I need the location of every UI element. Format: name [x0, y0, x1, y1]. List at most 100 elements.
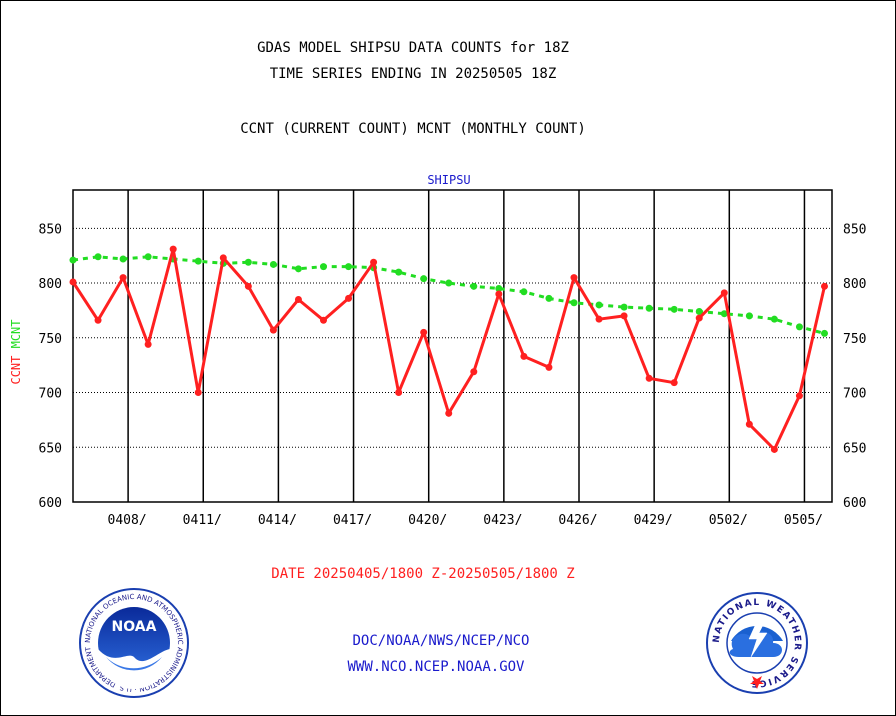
data-point-mcnt — [670, 305, 678, 313]
data-point-ccnt — [144, 340, 152, 348]
data-point-ccnt — [770, 445, 778, 453]
data-point-ccnt — [370, 258, 378, 266]
x-tick-label: 0429/ — [634, 513, 673, 528]
data-point-mcnt — [820, 329, 828, 337]
data-point-mcnt — [395, 268, 403, 276]
data-point-ccnt — [119, 274, 127, 282]
data-point-ccnt — [445, 409, 453, 417]
data-point-ccnt — [319, 316, 327, 324]
title-line-2: TIME SERIES ENDING IN 20250505 18Z — [270, 66, 557, 82]
data-point-ccnt — [820, 282, 828, 290]
plot-area: 600 600 650 650 700 700 750 750 800 800 850 850 0408… — [39, 189, 866, 528]
data-point-mcnt — [745, 312, 753, 320]
data-point-mcnt — [620, 303, 628, 311]
y-tick-label-right: 800 — [843, 277, 866, 292]
data-point-mcnt — [194, 257, 202, 265]
x-tick-label: 0423/ — [483, 513, 522, 528]
x-tick-label: 0414/ — [258, 513, 297, 528]
data-point-ccnt — [69, 278, 77, 286]
nws-lightning-icon — [748, 616, 768, 658]
x-tick-label: 0408/ — [108, 513, 147, 528]
website-link[interactable]: WWW.NCO.NCEP.NOAA.GOV — [347, 659, 525, 675]
data-point-ccnt — [570, 274, 578, 282]
y-tick-label-left: 750 — [39, 332, 62, 347]
y-tick-label-right: 600 — [843, 496, 866, 511]
data-point-mcnt — [695, 308, 703, 316]
y-tick-label-left: 850 — [39, 222, 62, 237]
data-point-mcnt — [495, 285, 503, 293]
data-point-ccnt — [244, 282, 252, 290]
y-tick-label-left: 650 — [39, 441, 62, 456]
data-point-mcnt — [119, 255, 127, 263]
data-point-ccnt — [695, 314, 703, 322]
data-point-mcnt — [94, 253, 102, 261]
x-tick-label: 0502/ — [709, 513, 748, 528]
data-point-mcnt — [545, 294, 553, 302]
nws-logo: NATIONAL WEATHER SERVICE — [706, 592, 808, 694]
data-point-ccnt — [345, 294, 353, 302]
data-point-mcnt — [69, 256, 77, 264]
data-point-ccnt — [269, 326, 277, 334]
plot-frame — [72, 189, 833, 503]
data-point-mcnt — [420, 275, 428, 283]
ylabel-ccnt: CCNT — [9, 356, 23, 385]
y-tick-label-left: 600 — [39, 496, 62, 511]
nws-star-icon — [750, 676, 764, 689]
data-point-ccnt — [495, 290, 503, 298]
data-point-mcnt — [445, 279, 453, 287]
data-point-ccnt — [720, 289, 728, 297]
data-point-mcnt — [244, 258, 252, 266]
plot-title: SHIPSU — [427, 173, 470, 187]
title-line-1: GDAS MODEL SHIPSU DATA COUNTS for 18Z — [257, 40, 569, 56]
y-tick-label-right: 750 — [843, 332, 866, 347]
x-tick-label: 0411/ — [183, 513, 222, 528]
data-point-ccnt — [545, 363, 553, 371]
y-tick-label-right: 850 — [843, 222, 866, 237]
data-point-mcnt — [770, 315, 778, 323]
data-point-ccnt — [169, 245, 177, 253]
y-tick-label-right: 700 — [843, 387, 866, 402]
data-point-mcnt — [294, 265, 302, 273]
data-point-ccnt — [795, 392, 803, 400]
data-point-mcnt — [470, 282, 478, 290]
data-point-ccnt — [745, 420, 753, 428]
noaa-logo-text: NOAA — [112, 619, 157, 635]
ylabel-mcnt: MCNT — [9, 319, 23, 348]
data-point-ccnt — [470, 368, 478, 376]
data-point-ccnt — [395, 389, 403, 397]
data-point-ccnt — [645, 374, 653, 382]
data-point-mcnt — [520, 288, 528, 296]
data-point-mcnt — [720, 310, 728, 318]
noaa-logo: NATIONAL OCEANIC AND ATMOSPHERIC ADMINIS… — [79, 588, 189, 698]
y-tick-label-left: 700 — [39, 387, 62, 402]
data-point-ccnt — [294, 295, 302, 303]
data-point-ccnt — [520, 352, 528, 360]
data-point-ccnt — [219, 254, 227, 262]
data-point-mcnt — [345, 263, 353, 271]
svg-text:CCNT MCNT: CCNT MCNT — [9, 319, 23, 384]
y-tick-label-left: 800 — [39, 277, 62, 292]
data-point-ccnt — [595, 315, 603, 323]
data-point-mcnt — [144, 253, 152, 261]
data-point-ccnt — [670, 379, 678, 387]
data-point-mcnt — [645, 304, 653, 312]
data-point-mcnt — [319, 263, 327, 271]
x-tick-label: 0417/ — [333, 513, 372, 528]
data-point-mcnt — [269, 260, 277, 268]
data-point-ccnt — [620, 312, 628, 320]
data-point-mcnt — [595, 301, 603, 309]
org-path-link[interactable]: DOC/NOAA/NWS/NCEP/NCO — [352, 633, 529, 649]
x-tick-label: 0420/ — [408, 513, 447, 528]
data-point-ccnt — [420, 328, 428, 336]
data-point-mcnt — [795, 323, 803, 331]
x-tick-label: 0505/ — [784, 513, 823, 528]
y-tick-label-right: 650 — [843, 441, 866, 456]
data-point-ccnt — [94, 316, 102, 324]
x-tick-label: 0426/ — [558, 513, 597, 528]
y-axis-legend: CCNT MCNT — [9, 319, 23, 384]
date-range-label: DATE 20250405/1800 Z-20250505/1800 Z — [271, 566, 574, 582]
data-point-mcnt — [570, 299, 578, 307]
chart-subtitle: CCNT (CURRENT COUNT) MCNT (MONTHLY COUNT… — [240, 121, 586, 137]
data-point-ccnt — [194, 389, 202, 397]
